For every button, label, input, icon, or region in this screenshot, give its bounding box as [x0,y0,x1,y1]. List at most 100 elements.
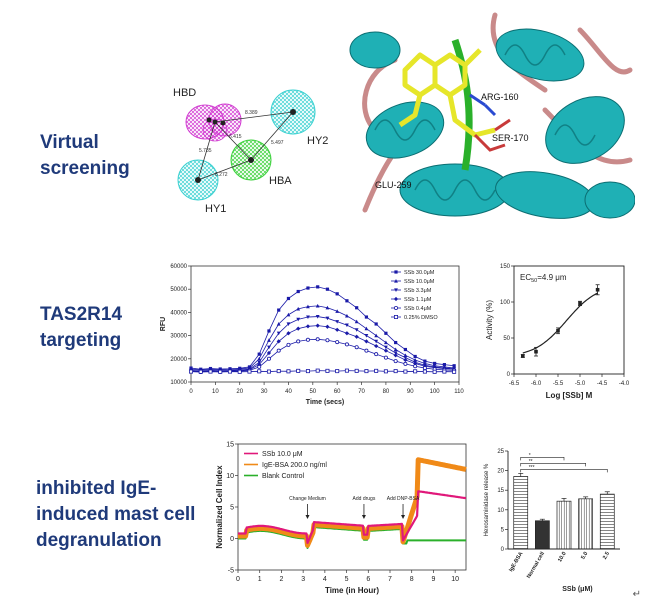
data-point [364,326,369,331]
data-point [394,279,398,283]
data-point [374,352,379,357]
y-tick-label: 20000 [170,357,187,363]
bar [599,493,615,550]
data-point [266,350,272,356]
data-point [325,305,330,310]
data-point [442,363,446,367]
y-tick-label: 15 [226,442,234,449]
x-tick-label: 60 [334,389,341,395]
legend-label: SSb 10.0 μM [262,451,303,458]
data-point [413,361,418,366]
y-tick-label: 100 [500,300,511,306]
data-point [433,361,437,366]
data-point [364,334,369,338]
y-tick-label: 40000 [170,310,187,316]
event-arrowhead [401,515,406,519]
x-tick-label: 4 [323,576,327,583]
data-point [296,339,301,344]
x-tick-label: -6.5 [509,381,520,387]
x-tick-label: -5.0 [575,381,586,387]
data-point [345,313,349,318]
data-point [452,369,457,374]
data-point [394,270,398,274]
data-point [286,369,291,374]
data-point [393,296,399,302]
data-point [335,369,340,374]
x-tick-label: 2.5 [602,551,611,561]
data-point [286,322,291,326]
data-point [595,287,600,292]
x-tick-label: 6 [366,576,370,583]
data-point [276,348,281,353]
legend-label: SSb 10.0μM [404,279,435,285]
event-arrowhead [361,515,366,519]
data-point [198,369,203,374]
x-tick-label: 1 [258,576,262,583]
data-point [344,331,350,336]
x-tick-label: 10 [212,389,219,395]
y-tick-label: 60000 [170,264,187,270]
docking-structure: ARG-160 SER-170 GLU-259 [345,10,635,222]
legend-label: SSb 0.4μM [404,306,432,312]
distance-label: 8.389 [245,110,258,116]
event-annotation: Add DNP-BSA [387,496,420,502]
data-point [364,315,369,319]
legend-label: IgE-BSA 200.0 ng/ml [262,462,327,469]
distance-label: 6.415 [229,134,242,140]
data-point [218,369,223,374]
data-point [315,337,320,342]
data-point [247,369,252,374]
data-point [403,361,408,366]
x-axis-label: SSb (μM) [562,586,592,593]
label-hba: HBA [269,175,292,187]
data-point [374,339,379,344]
x-tick-label: 5.0 [580,551,589,561]
legend-label: SSb 3.3μM [404,288,432,294]
x-tick-label: -4.5 [597,381,608,387]
data-point [277,308,281,312]
data-point [257,364,262,369]
y-tick-label: 50 [503,336,510,342]
pharmacophore-lines [197,111,294,181]
data-point [305,337,310,342]
series-line [190,305,455,371]
data-point [316,285,320,289]
y-tick-label: 150 [500,264,511,270]
event-annotation: Add drugs [353,496,376,502]
x-tick-label: 10.0 [557,551,568,563]
x-tick-label: 30 [261,389,268,395]
data-point [383,369,388,374]
data-point [354,319,359,324]
data-point [325,368,330,373]
x-tick-label: Normal cell [526,551,546,580]
significance-label: ** [529,459,533,465]
y-tick-label: 25 [497,449,504,455]
y-tick-label: 50000 [170,287,187,293]
x-tick-label: -6.0 [531,381,542,387]
x-tick-label: 100 [430,389,441,395]
data-point [413,357,418,362]
data-point [266,356,271,361]
data-point [452,364,456,368]
ige-bsa-line [236,457,468,548]
section-label-virtual-screening: Virtual screening [40,132,130,179]
data-point [521,354,525,358]
data-point [403,347,407,352]
label-hbd: HBD [173,87,196,99]
y-tick-label: 0 [507,372,511,378]
x-tick-label: 20 [236,389,243,395]
label-hy1: HY1 [205,203,226,215]
data-point [394,288,398,292]
data-point [413,364,418,369]
ligand [398,48,496,138]
data-point [335,320,340,324]
y-tick-label: 10 [226,473,234,480]
data-point [364,369,369,374]
return-mark: ↵ [632,589,641,600]
data-point [305,324,311,329]
x-tick-label: 7 [388,576,392,583]
data-point [257,369,262,374]
data-point [344,342,349,347]
x-tick-label: 8 [410,576,414,583]
